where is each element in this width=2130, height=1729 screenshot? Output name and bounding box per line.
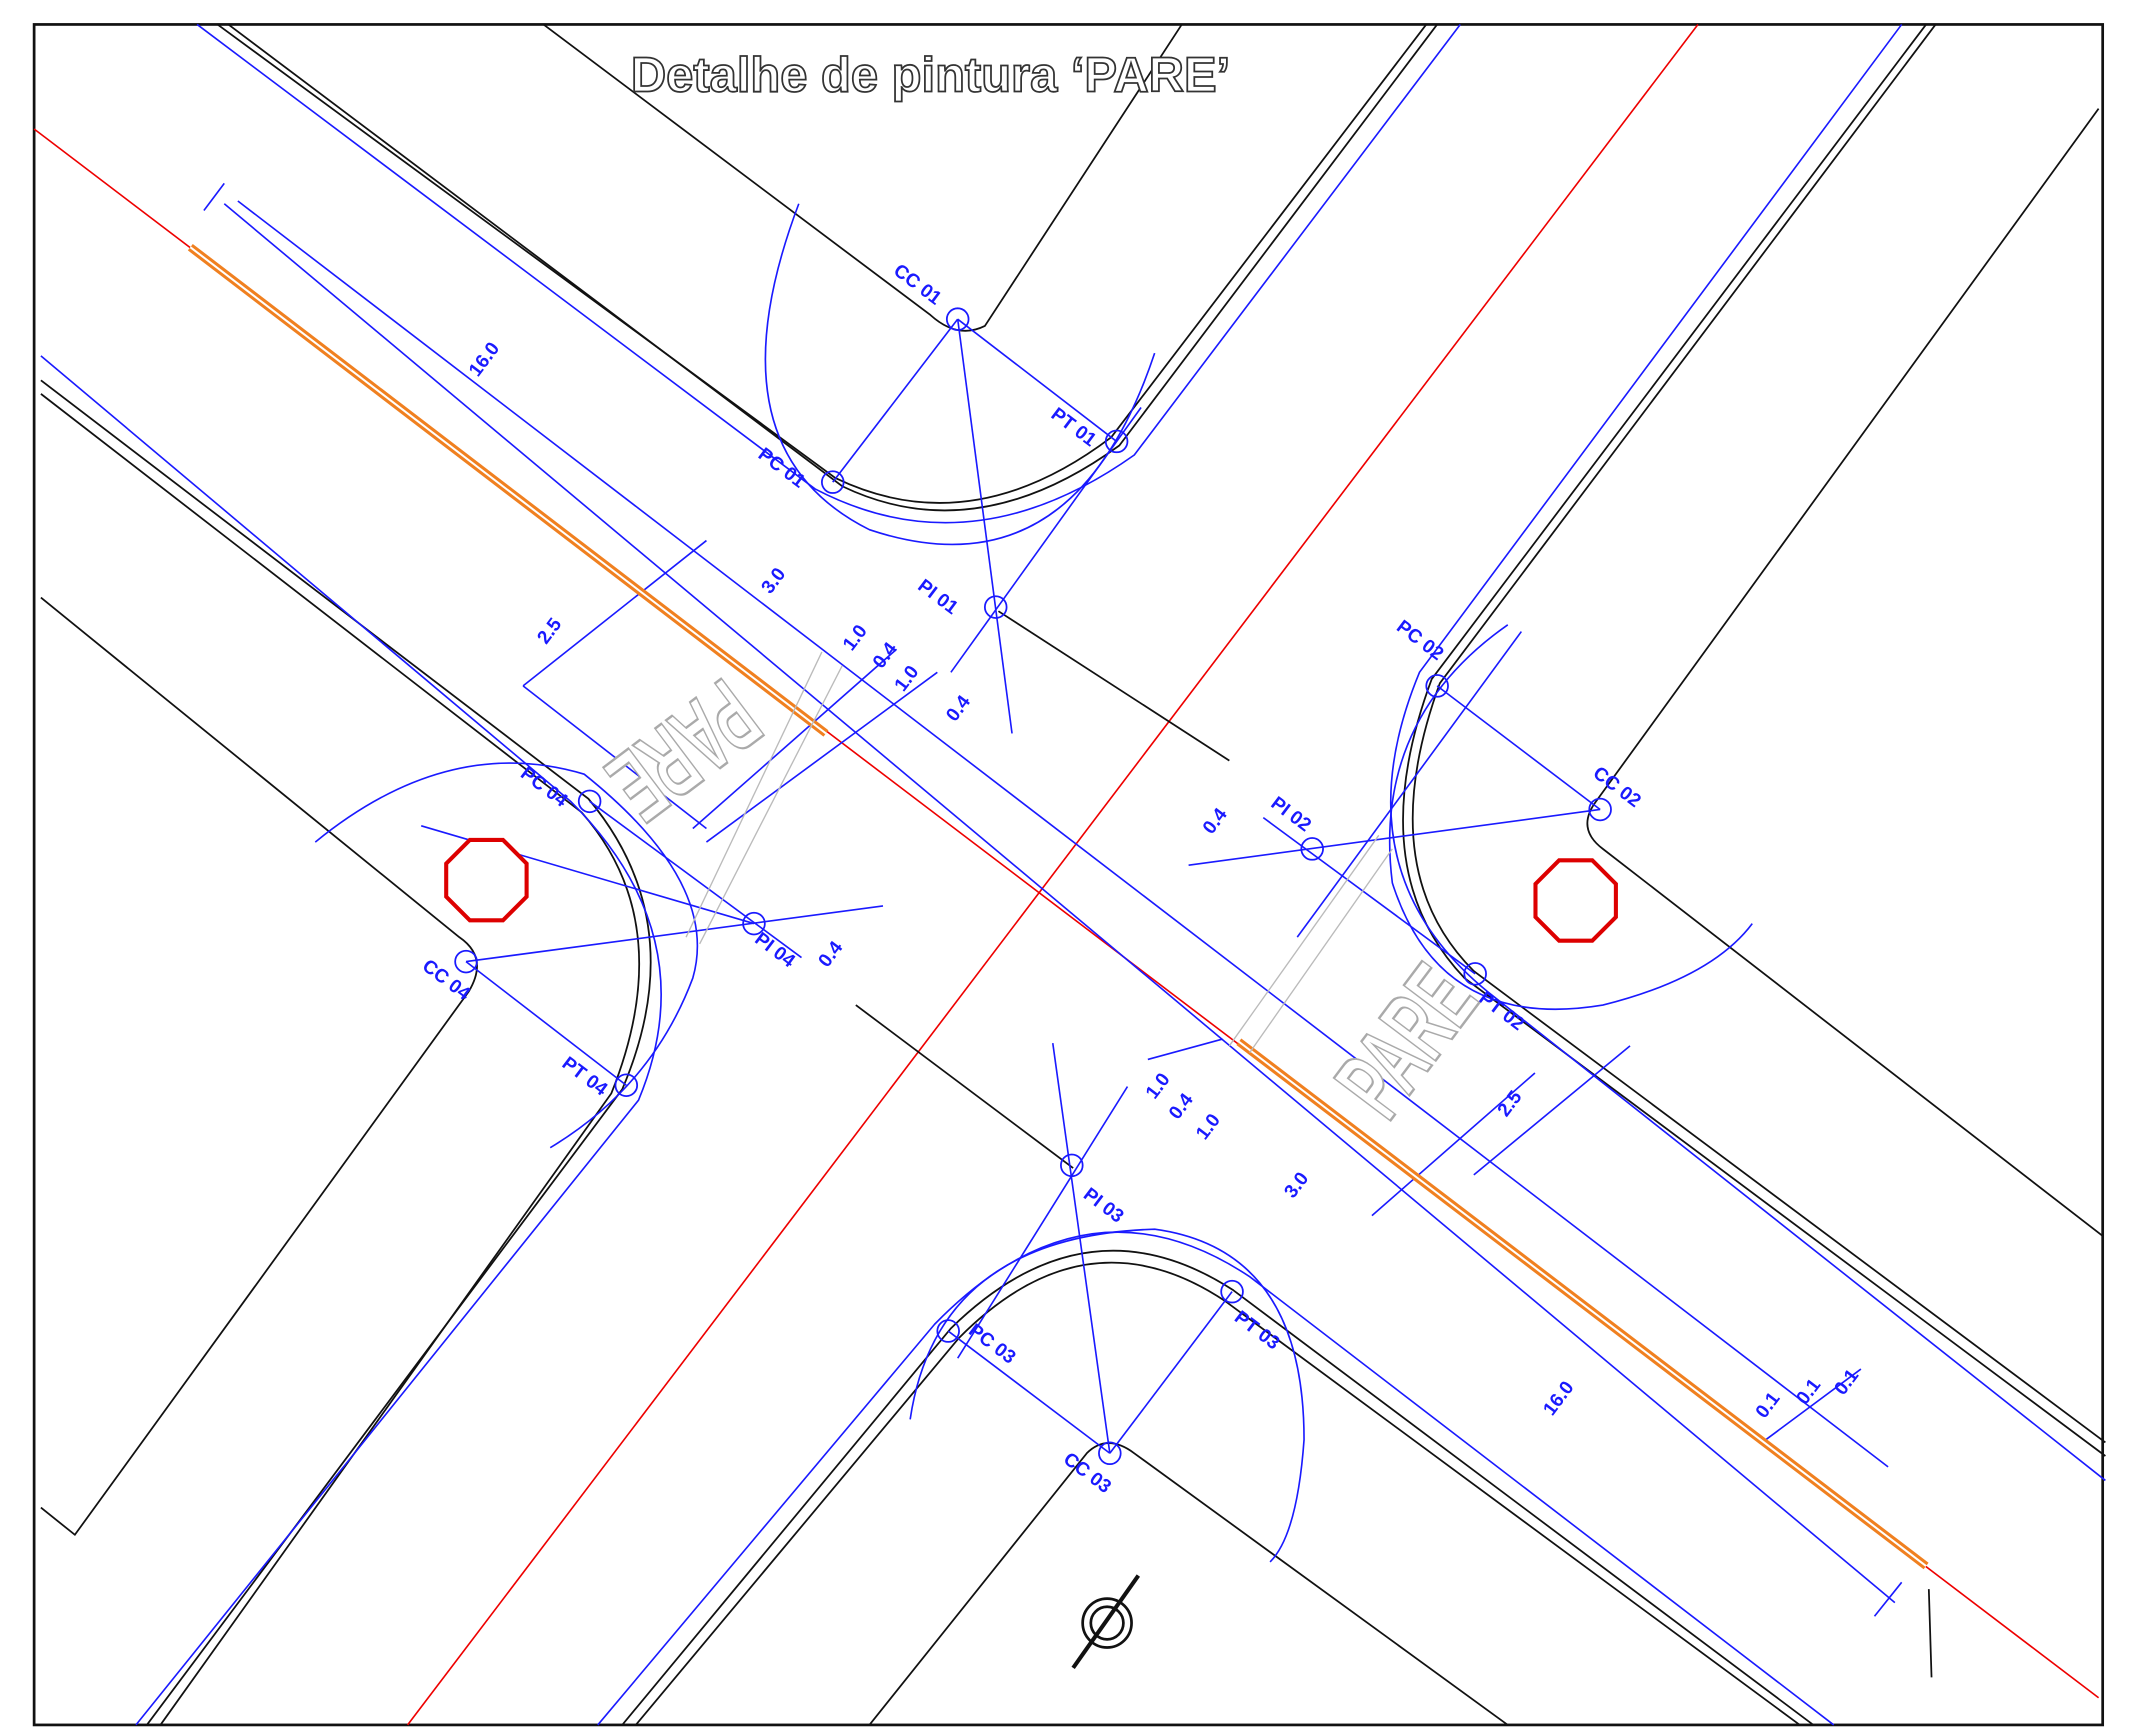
stop-sign [1535,860,1615,940]
drawing: Detalhe de pintura ‘PARE’ CC 01PT 01PC 0… [0,0,2130,1729]
stop-sign [446,840,526,920]
title: Detalhe de pintura ‘PARE’ [631,49,1230,103]
